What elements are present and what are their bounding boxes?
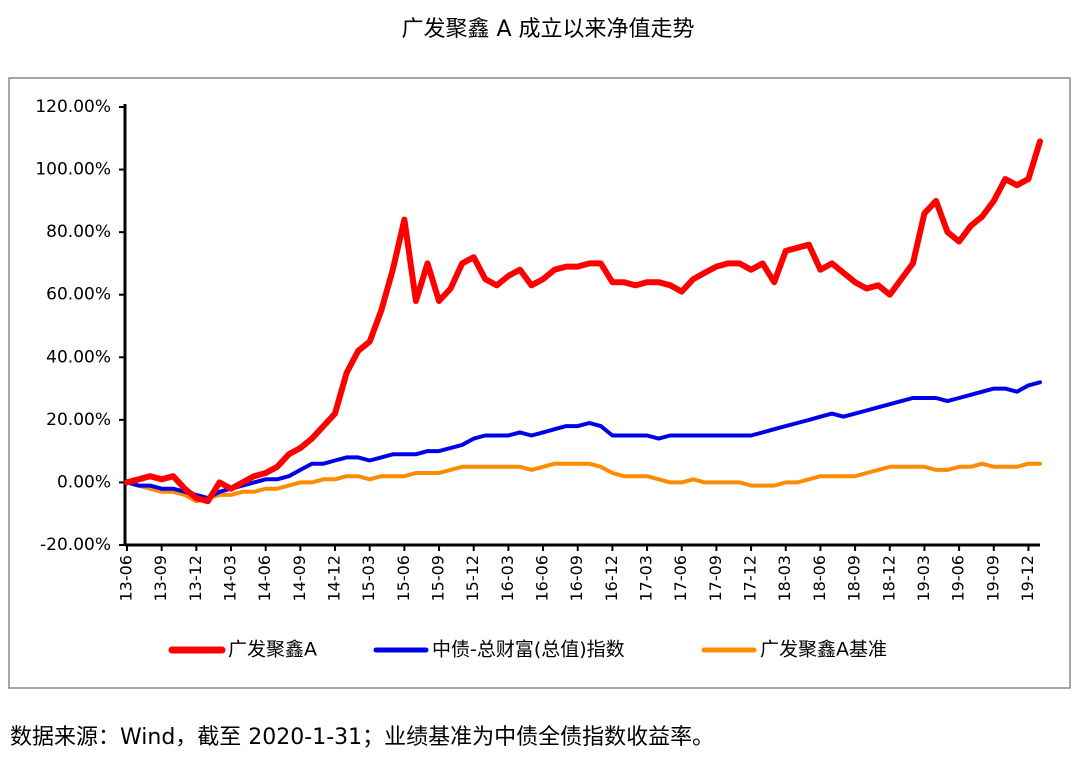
- y-tick-label: 80.00%: [46, 222, 111, 242]
- x-tick-label: 15-09: [429, 555, 448, 602]
- x-tick-label: 14-12: [325, 555, 344, 602]
- x-tick-label: 18-03: [775, 555, 794, 602]
- x-tick-label: 14-06: [255, 555, 274, 602]
- legend-label: 中债-总财富(总值)指数: [432, 639, 625, 661]
- y-tick-label: 120.00%: [35, 97, 111, 117]
- chart-title: 广发聚鑫 A 成立以来净值走势: [401, 17, 694, 42]
- x-tick-label: 17-12: [741, 555, 760, 602]
- legend-label: 广发聚鑫A基准: [760, 639, 887, 661]
- series-line: [125, 461, 1042, 504]
- x-tick-label: 13-06: [117, 555, 136, 602]
- caption: 数据来源：Wind，截至 2020-1-31；业绩基准为中债全债指数收益率。: [10, 725, 714, 750]
- x-tick-label: 19-12: [1018, 555, 1037, 602]
- series-line: [125, 380, 1042, 501]
- x-tick-label: 18-06: [810, 555, 829, 602]
- x-tick-label: 16-09: [567, 555, 586, 602]
- y-tick-label: 0.00%: [57, 472, 111, 492]
- x-tick-label: 16-06: [533, 555, 552, 602]
- x-tick-label: 14-03: [221, 555, 240, 602]
- y-tick-label: 100.00%: [35, 160, 111, 180]
- x-tick-label: 13-12: [186, 555, 205, 602]
- x-tick-label: 17-06: [671, 555, 690, 602]
- x-tick-label: 16-03: [498, 555, 517, 602]
- x-tick-label: 15-06: [394, 555, 413, 602]
- x-tick-label: 18-09: [845, 555, 864, 602]
- chart-frame: [8, 77, 1071, 689]
- legend-label: 广发聚鑫A: [228, 639, 317, 661]
- x-tick-label: 19-06: [949, 555, 968, 602]
- y-tick-label: 40.00%: [46, 347, 111, 367]
- x-tick-label: 15-03: [359, 555, 378, 602]
- x-tick-label: 16-12: [602, 555, 621, 602]
- x-tick-label: 14-09: [290, 555, 309, 602]
- x-tick-label: 17-09: [706, 555, 725, 602]
- y-tick-label: 20.00%: [46, 410, 111, 430]
- y-tick-label: -20.00%: [40, 535, 111, 555]
- x-tick-label: 18-12: [879, 555, 898, 602]
- y-tick-label: 60.00%: [46, 285, 111, 305]
- x-tick-label: 13-09: [151, 555, 170, 602]
- x-tick-label: 15-12: [463, 555, 482, 602]
- x-tick-label: 19-03: [914, 555, 933, 602]
- x-tick-label: 17-03: [637, 555, 656, 602]
- x-tick-label: 19-09: [983, 555, 1002, 602]
- series-line: [124, 138, 1043, 505]
